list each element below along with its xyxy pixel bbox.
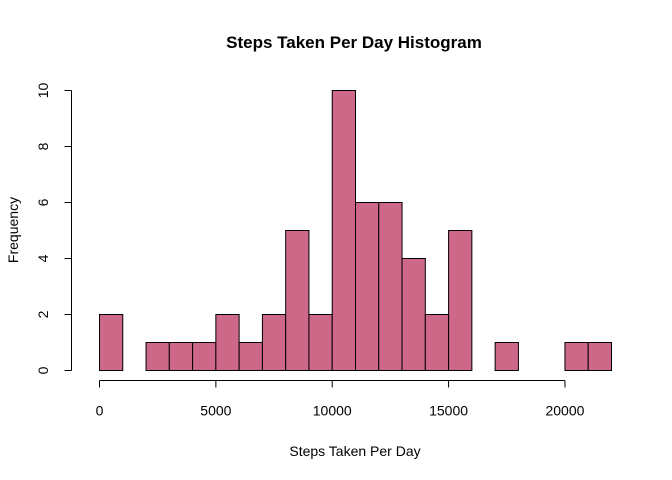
x-tick-label: 15000: [429, 403, 468, 419]
y-tick-label: 4: [35, 254, 51, 262]
y-axis-label: Frequency: [5, 197, 21, 263]
histogram-bar: [448, 230, 473, 371]
x-tick-label: 20000: [545, 403, 584, 419]
histogram-bar: [587, 342, 613, 371]
histogram-bar: [99, 314, 124, 371]
y-tick-label: 10: [35, 83, 51, 99]
x-axis: 0 5000 10000 15000 20000: [96, 380, 585, 419]
y-tick-label: 2: [35, 310, 51, 318]
histogram-bar: [494, 342, 519, 371]
y-tick-label: 0: [35, 366, 51, 374]
histogram-bar: [331, 90, 356, 371]
x-tick-label: 0: [96, 403, 104, 419]
histogram-bar: [308, 314, 333, 371]
histogram-bar: [424, 314, 450, 371]
x-tick-label: 10000: [313, 403, 352, 419]
histogram-bar: [355, 202, 380, 371]
histogram-bar: [261, 314, 287, 371]
bars-group: [99, 90, 613, 371]
x-tick-label: 5000: [200, 403, 231, 419]
histogram-bar: [168, 342, 194, 371]
histogram-bar: [215, 314, 240, 371]
y-tick-label: 8: [35, 142, 51, 150]
histogram-bar: [285, 230, 310, 371]
histogram-bar: [378, 202, 403, 371]
histogram-bar: [192, 342, 217, 371]
histogram-bar: [564, 342, 589, 371]
chart-title: Steps Taken Per Day Histogram: [226, 33, 482, 52]
histogram-bar: [238, 342, 263, 371]
histogram-bar: [145, 342, 170, 371]
y-tick-label: 6: [35, 198, 51, 206]
x-axis-label: Steps Taken Per Day: [289, 443, 420, 459]
y-axis: 0 2 4 6 8 10: [35, 83, 72, 374]
histogram-bar: [401, 258, 426, 371]
